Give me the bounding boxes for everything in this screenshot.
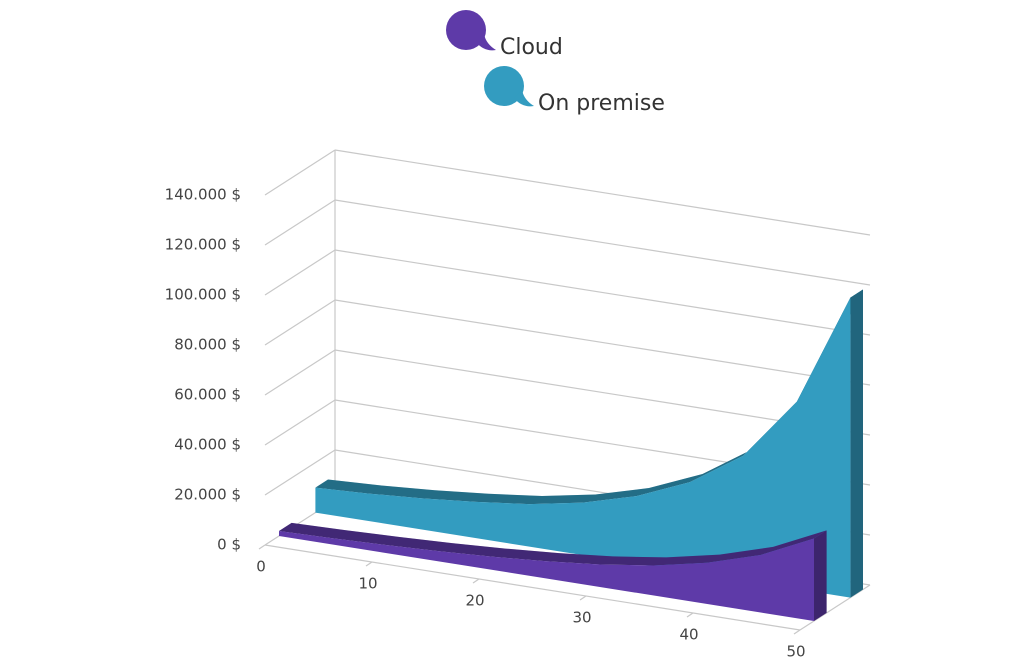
legend-marker (446, 10, 486, 50)
y-tick-label: 120.000 $ (165, 236, 241, 254)
grid-line-side (264, 149, 336, 196)
legend-marker-tail (514, 90, 534, 107)
grid-line (334, 199, 871, 286)
area-side (814, 530, 827, 621)
x-axis (264, 544, 801, 631)
area (279, 531, 814, 621)
legend-label: On premise (538, 91, 665, 116)
area-side (850, 289, 863, 598)
area-top (279, 522, 827, 566)
grid-line-side (264, 399, 336, 446)
x-tick-label: 30 (572, 609, 591, 627)
legend-label: Cloud (500, 35, 563, 60)
x-tick-label: 10 (358, 575, 377, 593)
y-tick-label: 60.000 $ (174, 386, 241, 404)
walls: 0 $ 20.000 $ 40.000 $ 60.000 $ 80.000 $ 100.0… (165, 149, 871, 661)
plot-area (279, 289, 863, 621)
area (315, 297, 851, 598)
grid-line (334, 249, 871, 336)
x-tick (686, 612, 694, 618)
x-tick (793, 629, 801, 635)
grid-line-side (264, 449, 336, 496)
legend: Cloud On premise (446, 10, 665, 116)
grid-line (334, 299, 871, 386)
grid-line-side (264, 349, 336, 396)
x-tick-label: 20 (465, 592, 484, 610)
area-side-shade (814, 530, 827, 621)
grid-line (334, 149, 871, 236)
legend-marker-tail (476, 34, 496, 51)
x-tick (472, 578, 480, 584)
grid-line-side (264, 199, 336, 246)
y-tick-label: 140.000 $ (165, 186, 241, 204)
x-tick (365, 561, 373, 567)
area-side-shade (850, 289, 863, 598)
y-tick-label: 100.000 $ (165, 286, 241, 304)
area-top-shade (279, 522, 827, 566)
legend-marker (484, 66, 524, 106)
y-tick-label: 80.000 $ (174, 336, 241, 354)
x-tick-label: 50 (786, 643, 805, 661)
grid-line-side (264, 299, 336, 346)
x-tick (258, 544, 266, 550)
grid-line-side (264, 249, 336, 296)
x-tick (579, 595, 587, 601)
x-tick-label: 0 (256, 558, 266, 576)
y-tick-label: 0 $ (217, 536, 241, 554)
x-tick-label: 40 (679, 626, 698, 644)
y-tick-label: 20.000 $ (174, 486, 241, 504)
y-tick-label: 40.000 $ (174, 436, 241, 454)
